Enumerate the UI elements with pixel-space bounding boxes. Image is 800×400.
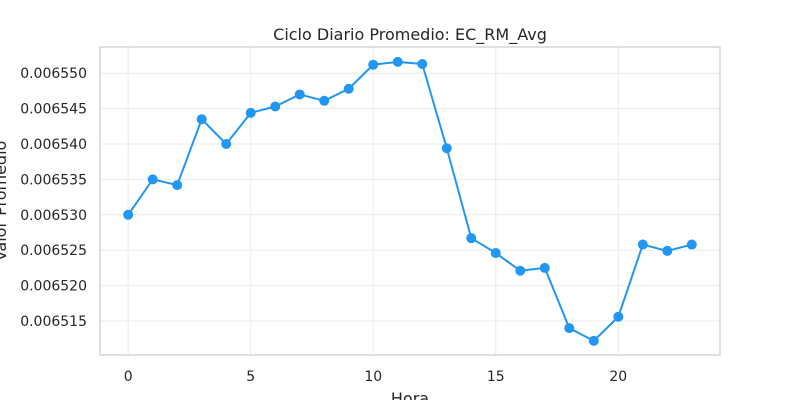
data-point [515,265,526,276]
x-tick-label: 10 [364,369,382,385]
y-tick-label: 0.006520 [20,279,87,295]
x-axis: 0 5 10 15 20 [124,369,627,385]
x-tick-label: 0 [124,369,133,385]
series-line [127,60,693,342]
data-point [686,239,697,250]
data-point [294,89,305,100]
y-tick-label: 0.006550 [20,66,87,82]
data-point [319,95,330,106]
data-point [441,143,452,154]
data-point [539,262,550,273]
data-point [490,248,501,259]
data-point [613,311,624,322]
data-point [466,233,477,244]
data-point [245,107,256,118]
x-tick-label: 5 [246,369,255,385]
series-line-path [127,60,693,342]
y-tick-label: 0.006525 [20,243,87,259]
data-point [172,180,183,191]
grid-lines [100,47,720,355]
data-point [662,245,673,256]
data-point [368,59,379,70]
data-point [343,83,354,94]
x-tick-label: 20 [609,369,627,385]
data-point [196,114,207,125]
x-axis-label: Hora [391,389,429,400]
data-point [270,101,281,112]
data-point [147,174,158,185]
y-axis: 0.006515 0.006520 0.006525 0.006530 0.006535… [20,66,87,330]
data-point [588,335,599,346]
y-tick-label: 0.006530 [20,208,87,224]
chart-title: Ciclo Diario Promedio: EC_RM_Avg [273,25,547,45]
y-tick-label: 0.006540 [20,137,87,153]
data-points [123,56,697,346]
y-tick-label: 0.006515 [20,314,87,330]
data-point [221,139,232,150]
data-point [123,209,134,220]
data-point [417,58,428,69]
y-tick-label: 0.006545 [20,102,87,118]
y-tick-label: 0.006535 [20,172,87,188]
plot-frame [99,46,721,356]
data-point [564,323,575,334]
y-axis-label: Valor Promedio [0,141,10,262]
data-point [392,56,403,67]
data-point [637,239,648,250]
x-tick-label: 15 [487,369,505,385]
